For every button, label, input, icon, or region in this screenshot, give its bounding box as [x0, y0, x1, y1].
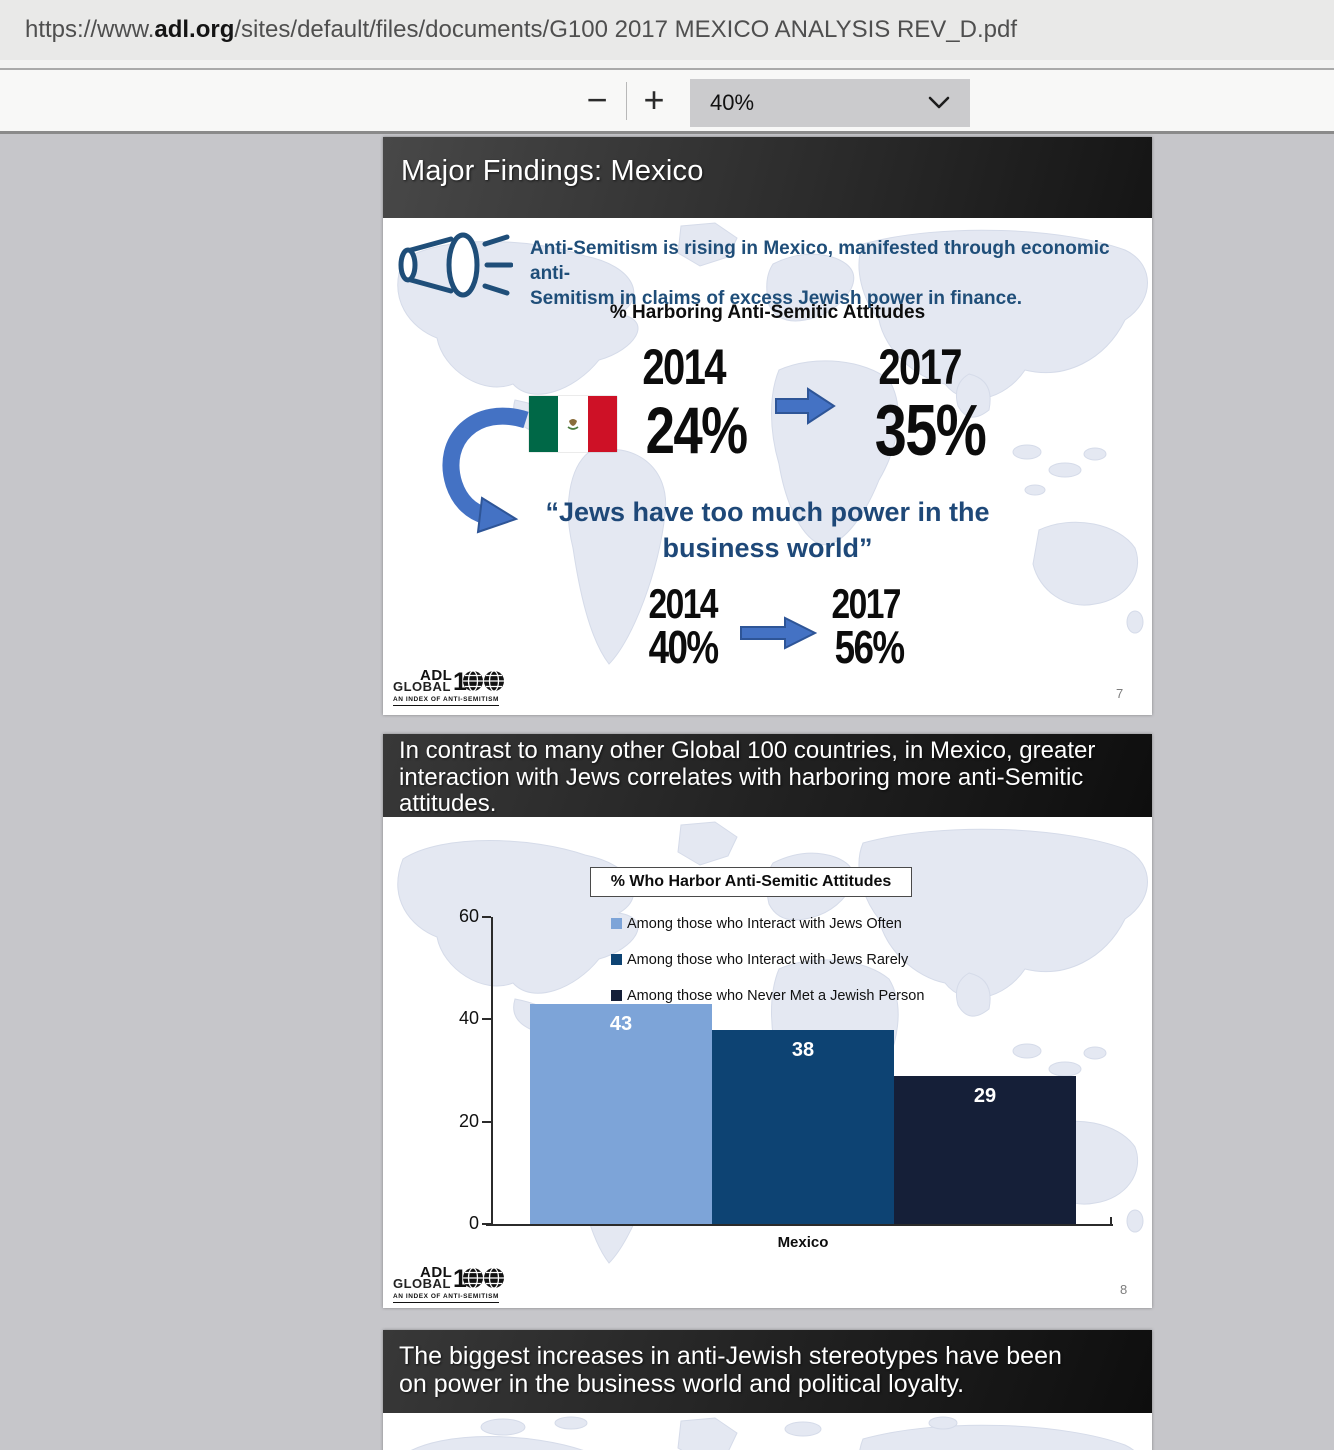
chart-legend: Among those who Interact with Jews Often… — [611, 916, 924, 1024]
y-tick-label: 20 — [458, 1110, 479, 1131]
stat-title: % Harboring Anti-Semitic Attitudes — [609, 302, 926, 323]
logo-tagline: AN INDEX OF ANTI-SEMITISM — [393, 1293, 499, 1303]
page-number: 7 — [1116, 686, 1124, 701]
flag-green-stripe — [529, 396, 559, 452]
legend-marker-icon — [611, 918, 622, 929]
slide7-title: Major Findings: Mexico — [401, 155, 704, 187]
y-tick-mark — [482, 1223, 491, 1225]
slide7-header: Major Findings: Mexico — [383, 137, 1152, 218]
chevron-down-icon — [928, 96, 950, 109]
megaphone-icon — [398, 232, 513, 298]
arrow-right-icon — [775, 387, 836, 425]
y-tick-mark — [482, 1120, 491, 1123]
y-tick-mark — [482, 1018, 491, 1021]
toolbar-separator — [626, 82, 627, 120]
legend-item: Among those who Never Met a Jewish Perso… — [611, 988, 924, 1024]
zoom-level-dropdown[interactable]: 40% — [690, 79, 970, 127]
slide9-header: The biggest increases in anti-Jewish ste… — [383, 1330, 1152, 1413]
legend-item: Among those who Interact with Jews Often — [611, 916, 924, 952]
chrome-divider-bottom — [0, 131, 1334, 134]
globe-icon — [463, 670, 504, 692]
flag-red-stripe — [587, 396, 617, 452]
flag-eagle-emblem — [567, 419, 579, 430]
logo-adl-text: ADL — [420, 1264, 453, 1281]
bar: 43 — [530, 1004, 712, 1224]
chart-title: % Who Harbor Anti-Semitic Attitudes — [590, 867, 912, 897]
logo-global-text: GLOBAL — [393, 1276, 451, 1291]
legend-item: Among those who Interact with Jews Rarel… — [611, 952, 924, 988]
zoom-in-button[interactable]: + — [643, 79, 665, 120]
bar-value-label: 38 — [791, 1039, 815, 1061]
pdf-page-9: The biggest increases in anti-Jewish ste… — [383, 1330, 1152, 1450]
logo-one-text: 1 — [453, 1265, 467, 1293]
business-year-to: 2017 — [831, 580, 902, 627]
pdf-page-7: Major Findings: Mexico — [383, 137, 1152, 715]
bar-value-label: 29 — [973, 1085, 997, 1107]
bar-value-label: 43 — [609, 1013, 633, 1035]
legend-marker-icon — [611, 990, 622, 1001]
overall-year-to: 2017 — [878, 339, 963, 395]
logo-global-text: GLOBAL — [393, 679, 451, 694]
pdf-toolbar: − + 40% — [0, 70, 1334, 131]
business-year-from: 2014 — [648, 580, 719, 627]
y-tick-label: 40 — [458, 1008, 479, 1029]
zoom-level-value: 40% — [710, 90, 755, 115]
url-text[interactable]: https://www.adl.org/sites/default/files/… — [25, 16, 1017, 44]
page-number: 8 — [1120, 1282, 1128, 1297]
overall-year-from: 2014 — [642, 339, 727, 395]
slide8-header: In contrast to many other Global 100 cou… — [383, 734, 1152, 817]
chrome-divider — [0, 68, 1334, 70]
business-value-from: 40% — [648, 621, 719, 673]
y-tick-mark — [482, 916, 491, 918]
bar: 38 — [712, 1030, 894, 1224]
logo-tagline: AN INDEX OF ANTI-SEMITISM — [393, 696, 499, 706]
globe-icon — [463, 1267, 504, 1289]
adl-global-100-logo: GLOBAL ADL 1 AN INDEX OF ANTI-SEMITISM — [393, 667, 504, 712]
slide7-headline: Anti-Semitism is rising in Mexico, manif… — [530, 238, 1110, 309]
logo-one-text: 1 — [453, 668, 467, 696]
bars: 43 38 29 — [530, 917, 1076, 1224]
pdf-page-8: In contrast to many other Global 100 cou… — [383, 734, 1152, 1308]
slide7-body: Anti-Semitism is rising in Mexico, manif… — [383, 218, 1152, 715]
slide8-body: % Who Harbor Anti-Semitic Attitudes Amon… — [383, 817, 1152, 1308]
arrow-right-icon — [740, 616, 817, 650]
curved-arrow-icon — [442, 407, 529, 534]
slide9-body — [383, 1413, 1152, 1450]
logo-adl-text: ADL — [420, 667, 453, 684]
mexico-flag — [529, 396, 617, 452]
x-category-label: Mexico — [777, 1234, 829, 1251]
slide9-header-text: The biggest increases in anti-Jewish ste… — [399, 1342, 1062, 1398]
slide8-header-text: In contrast to many other Global 100 cou… — [399, 737, 1096, 817]
url-path: /sites/default/files/documents/G100 2017… — [234, 16, 1018, 43]
overall-value-to: 35% — [874, 391, 987, 471]
overall-value-from: 24% — [645, 393, 748, 467]
x-axis-end-tick — [1110, 1217, 1112, 1226]
zoom-out-button[interactable]: − — [586, 79, 608, 120]
y-axis — [491, 917, 493, 1226]
bar: 29 — [894, 1076, 1076, 1224]
legend-marker-icon — [611, 954, 622, 965]
x-axis — [486, 1224, 1113, 1226]
y-tick-label: 0 — [468, 1213, 479, 1233]
url-bar[interactable]: https://www.adl.org/sites/default/files/… — [0, 0, 1334, 60]
y-tick-label: 60 — [458, 906, 479, 926]
chrome-strip — [0, 60, 1334, 68]
url-prefix: https://www. — [25, 16, 155, 43]
business-value-to: 56% — [834, 621, 905, 673]
url-domain: adl.org — [154, 16, 235, 43]
world-map-background — [411, 1416, 1134, 1450]
quote-text: “Jews have too much power in the busines… — [545, 497, 990, 563]
adl-global-100-logo: GLOBAL ADL 1 AN INDEX OF ANTI-SEMITISM — [393, 1264, 504, 1308]
flag-white-stripe — [558, 396, 588, 452]
